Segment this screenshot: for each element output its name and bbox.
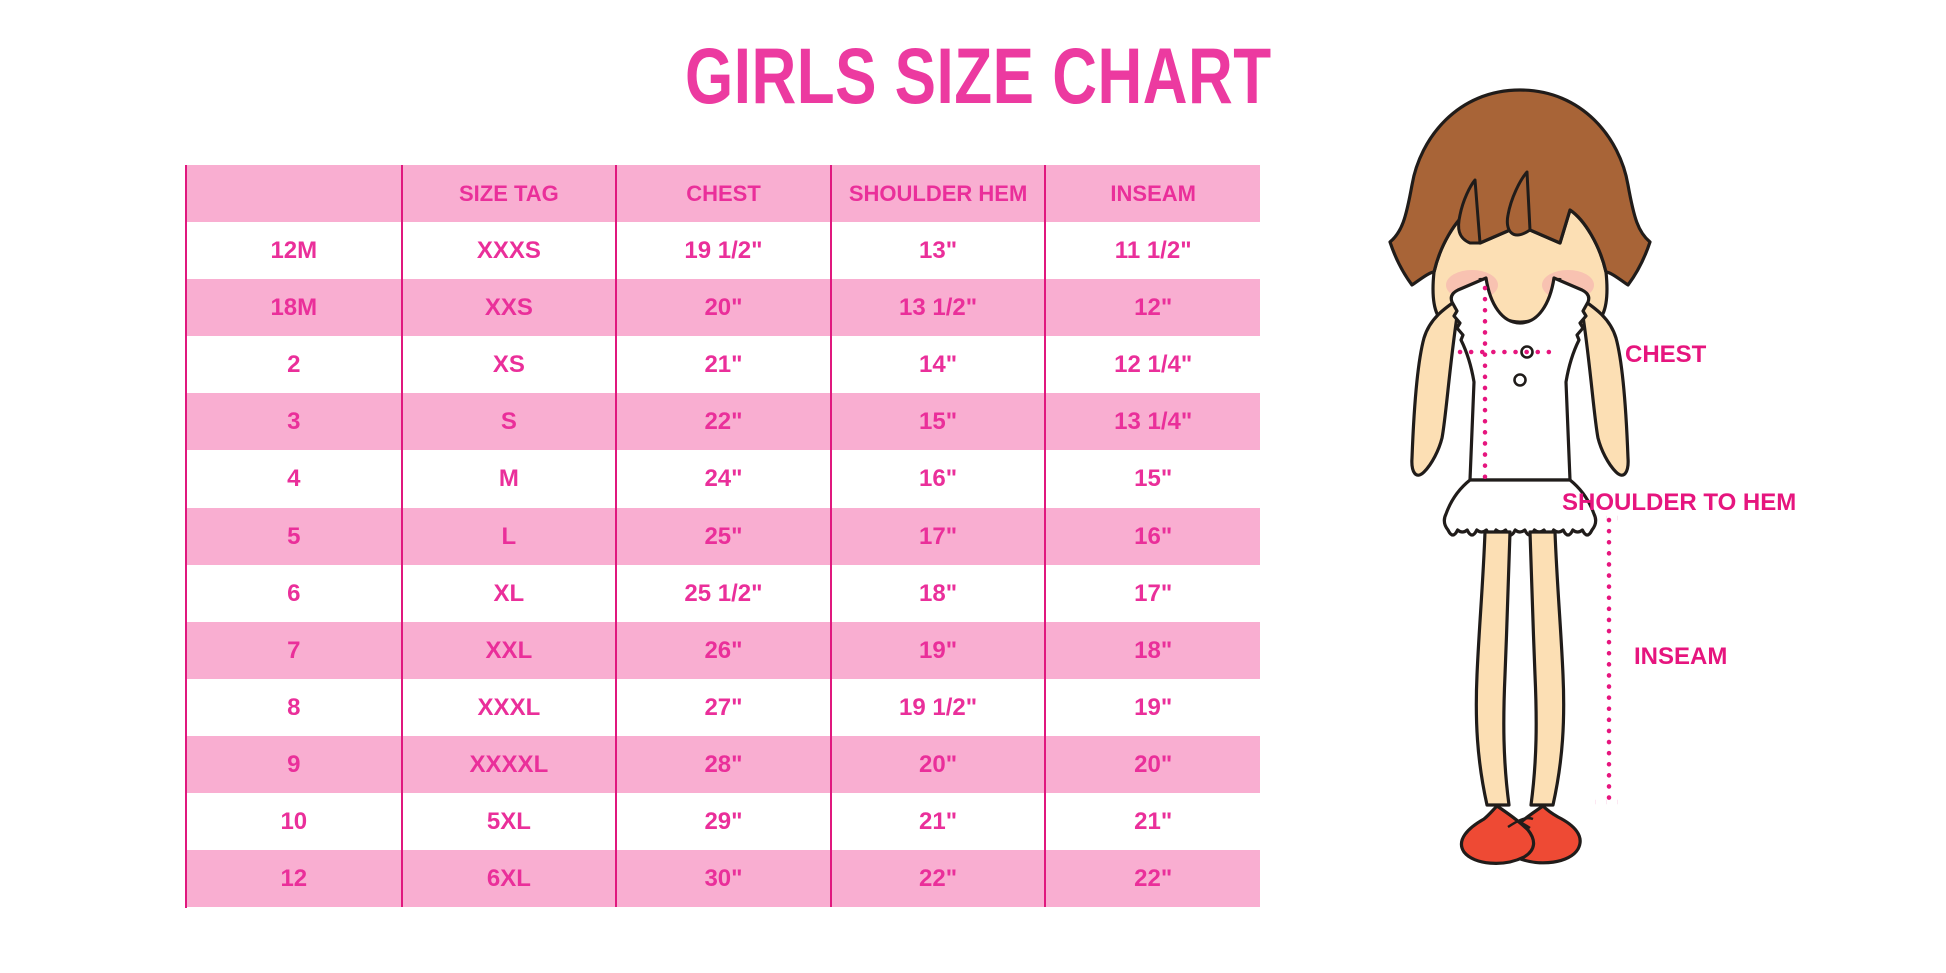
svg-text:INSEAM: INSEAM (1634, 643, 1727, 670)
svg-text:CHEST: CHEST (1625, 341, 1707, 368)
svg-text:SHOULDER TO HEM: SHOULDER TO HEM (1562, 489, 1796, 516)
